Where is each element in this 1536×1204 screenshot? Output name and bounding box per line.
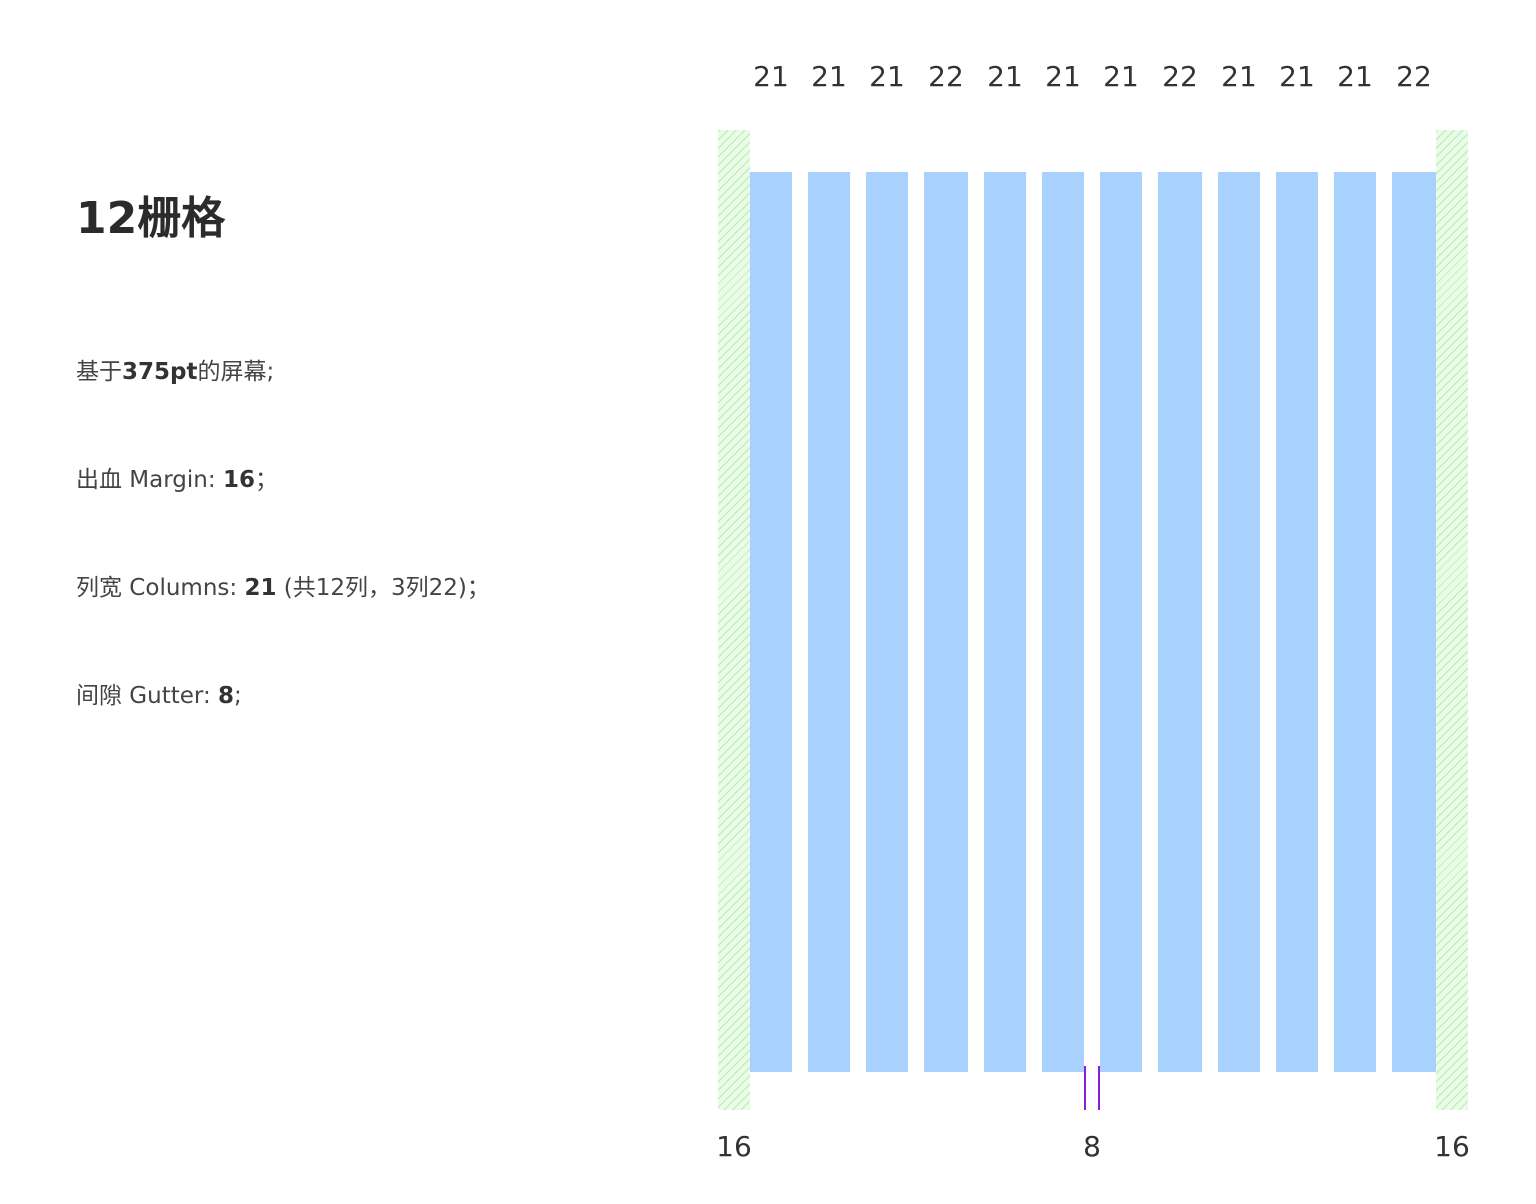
grid-column-8 [1158,172,1202,1072]
left-margin-band [718,130,750,1110]
margin-prefix: 出血 Margin: [76,467,223,493]
grid-column-3 [866,172,908,1072]
grid-column-4 [924,172,968,1072]
grid-column-2 [808,172,850,1072]
column-width-label-10: 21 [1279,60,1315,93]
description-screen-size: 基于375pt的屏幕; [76,352,274,386]
gutter-suffix: ; [234,683,242,709]
screen-size-prefix: 基于 [76,359,122,385]
column-width-label-9: 21 [1221,60,1257,93]
grid-column-5 [984,172,1026,1072]
right-margin-label: 16 [1434,1130,1470,1163]
right-margin-band [1436,130,1468,1110]
column-width-label-3: 21 [869,60,905,93]
description-columns: 列宽 Columns: 21 (共12列，3列22)； [76,568,490,602]
left-margin-label: 16 [716,1130,752,1163]
grid-column-11 [1334,172,1376,1072]
grid-column-12 [1392,172,1436,1072]
column-width-label-4: 22 [928,60,964,93]
gutter-marker-right [1098,1066,1100,1110]
column-width-label-6: 21 [1045,60,1081,93]
margin-value: 16 [222,467,255,493]
grid-column-10 [1276,172,1318,1072]
page-title: 12栅格 [76,193,226,244]
columns-suffix: (共12列，3列22)； [276,575,490,601]
column-width-label-12: 22 [1396,60,1432,93]
gutter-marker-left [1084,1066,1086,1110]
gutter-prefix: 间隙 Gutter: [76,683,219,709]
grid-column-1 [750,172,792,1072]
screen-size-suffix: 的屏幕; [197,359,275,385]
grid-column-7 [1100,172,1142,1072]
columns-value: 21 [244,575,277,601]
description-margin: 出血 Margin: 16； [76,460,278,494]
column-width-label-8: 22 [1162,60,1198,93]
column-width-label-5: 21 [987,60,1023,93]
column-width-label-11: 21 [1337,60,1373,93]
margin-suffix: ； [254,467,278,493]
gutter-value: 8 [218,683,235,709]
columns-prefix: 列宽 Columns: [76,575,245,601]
column-width-label-7: 21 [1103,60,1139,93]
gutter-label: 8 [1083,1130,1101,1163]
column-width-label-2: 21 [811,60,847,93]
grid-column-6 [1042,172,1084,1072]
grid-column-9 [1218,172,1260,1072]
description-gutter: 间隙 Gutter: 8; [76,676,242,710]
column-width-label-1: 21 [753,60,789,93]
screen-size-value: 375pt [122,359,198,385]
